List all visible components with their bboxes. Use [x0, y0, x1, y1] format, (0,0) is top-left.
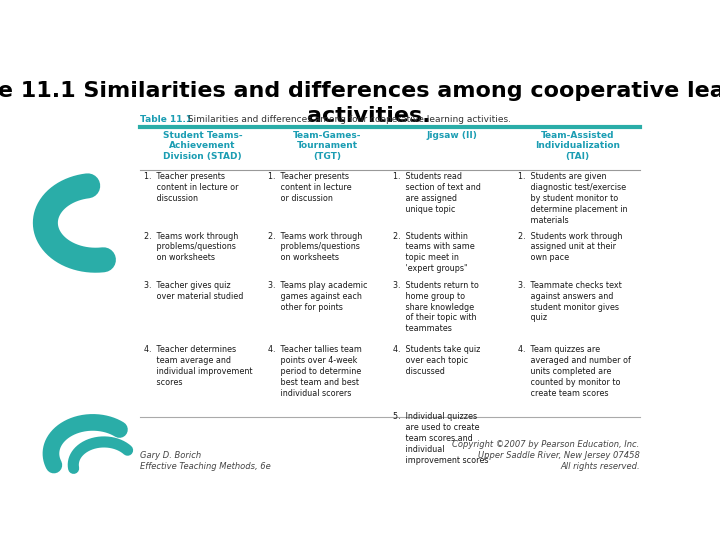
Text: Copyright ©2007 by Pearson Education, Inc.
Upper Saddle River, New Jersey 07458
: Copyright ©2007 by Pearson Education, In…: [452, 440, 639, 471]
Text: 2.  Teams work through
     problems/questions
     on worksheets: 2. Teams work through problems/questions…: [269, 232, 363, 262]
Text: 2.  Teams work through
     problems/questions
     on worksheets: 2. Teams work through problems/questions…: [143, 232, 238, 262]
Text: 4.  Team quizzes are
     averaged and number of
     units completed are
     c: 4. Team quizzes are averaged and number …: [518, 345, 631, 398]
Text: 4.  Teacher tallies team
     points over 4-week
     period to determine
     b: 4. Teacher tallies team points over 4-we…: [269, 345, 362, 398]
Text: 4.  Teacher determines
     team average and
     individual improvement
     sc: 4. Teacher determines team average and i…: [143, 345, 252, 387]
Text: 3.  Teammate checks text
     against answers and
     student monitor gives
   : 3. Teammate checks text against answers …: [518, 281, 622, 322]
Text: 3.  Students return to
     home group to
     share knowledge
     of their top: 3. Students return to home group to shar…: [393, 281, 479, 333]
Text: Team-Assisted
Individualization
(TAI): Team-Assisted Individualization (TAI): [535, 131, 620, 161]
Text: 1.  Teacher presents
     content in lecture or
     discussion: 1. Teacher presents content in lecture o…: [143, 172, 238, 204]
Text: 3.  Teams play academic
     games against each
     other for points: 3. Teams play academic games against eac…: [269, 281, 368, 312]
Text: Jigsaw (II): Jigsaw (II): [427, 131, 478, 140]
Text: 1.  Teacher presents
     content in lecture
     or discussion: 1. Teacher presents content in lecture o…: [269, 172, 352, 204]
Text: 1.  Students are given
     diagnostic test/exercise
     by student monitor to
: 1. Students are given diagnostic test/ex…: [518, 172, 628, 225]
Text: Similarities and differences among four cooperative learning activities.: Similarities and differences among four …: [181, 115, 510, 124]
Text: 2.  Students within
     teams with same
     topic meet in
     'expert groups": 2. Students within teams with same topic…: [393, 232, 475, 273]
Text: Student Teams-
Achievement
Division (STAD): Student Teams- Achievement Division (STA…: [163, 131, 243, 161]
Text: Gary D. Borich
Effective Teaching Methods, 6e: Gary D. Borich Effective Teaching Method…: [140, 451, 271, 471]
Text: Team-Games-
Tournament
(TGT): Team-Games- Tournament (TGT): [293, 131, 361, 161]
Text: 3.  Teacher gives quiz
     over material studied: 3. Teacher gives quiz over material stud…: [143, 281, 243, 301]
Text: 4.  Students take quiz
     over each topic
     discussed: 4. Students take quiz over each topic di…: [393, 345, 481, 376]
Text: Table 11.1: Table 11.1: [140, 115, 192, 124]
Text: 2.  Students work through
     assigned unit at their
     own pace: 2. Students work through assigned unit a…: [518, 232, 623, 262]
Text: 5.  Individual quizzes
     are used to create
     team scores and
     individ: 5. Individual quizzes are used to create…: [393, 413, 489, 465]
Text: 1.  Students read
     section of text and
     are assigned
     unique topic: 1. Students read section of text and are…: [393, 172, 481, 214]
Text: Table 11.1 Similarities and differences among cooperative learning
activities.: Table 11.1 Similarities and differences …: [0, 82, 720, 126]
